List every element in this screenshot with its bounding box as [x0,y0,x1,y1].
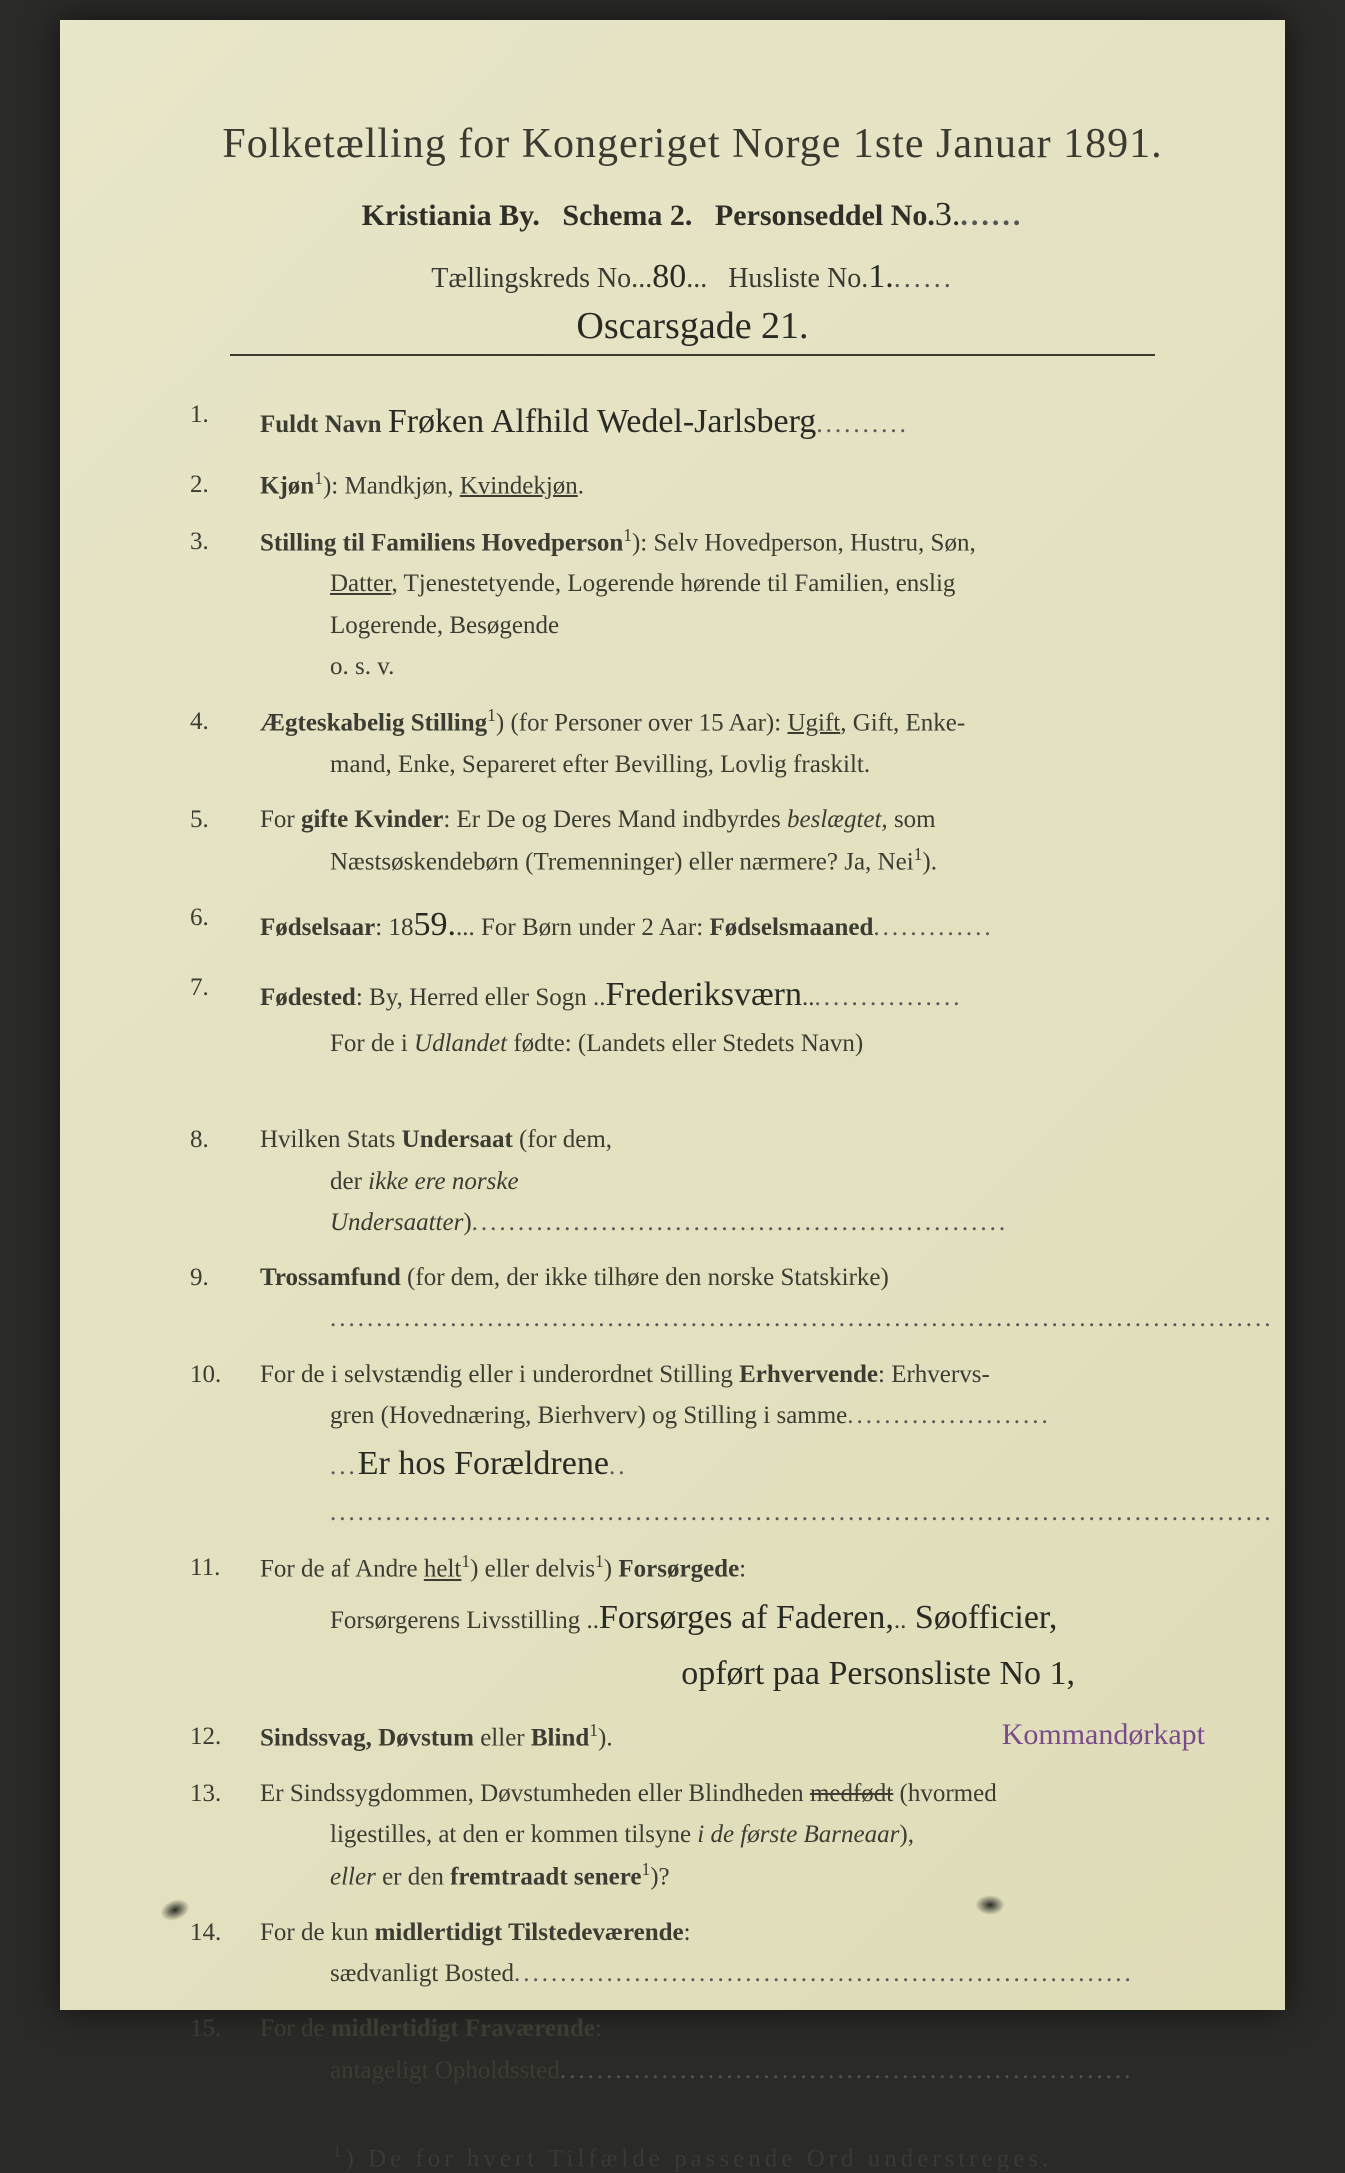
label: Forsørgede [618,1556,739,1583]
item-9-religion: Trossamfund (for dem, der ikke tilhøre d… [190,1257,1195,1340]
address-line: Oscarsgade 21. [230,304,1155,356]
item-11-supported: For de af Andre helt1) eller delvis1) Fo… [190,1547,1195,1702]
city-label: Kristiania By. [362,199,540,232]
label: Fødselsaar [260,914,375,941]
personseddel-no: 3. [935,196,961,233]
label: Fuldt Navn [260,411,382,438]
occupation-value: Er hos Forældrene [358,1445,609,1482]
schema-label: Schema 2. [562,199,692,232]
item-3-relation: Stilling til Familiens Hovedperson1): Se… [190,521,1195,687]
subtitle-line: Kristiania By. Schema 2. Personseddel No… [190,196,1195,234]
item-4-marital: Ægteskabelig Stilling1) (for Personer ov… [190,701,1195,785]
selected-marital: Ugift [787,709,840,736]
item-10-occupation: For de i selvstændig eller i underordnet… [190,1354,1195,1534]
footnote-text: ) De for hvert Tilfælde passende Ord und… [345,2145,1052,2172]
selected-sex: Kvindekjøn [460,472,578,499]
label: Trossamfund [260,1264,401,1291]
item-1-name: Fuldt Navn Frøken Alfhild Wedel-Jarlsber… [190,394,1195,450]
birth-year: 59. [413,906,456,943]
label: Sindssvag, Døvstum [260,1725,474,1752]
label: Ægteskabelig Stilling [260,709,487,736]
item-13-disability-onset: Er Sindssygdommen, Døvstumheden eller Bl… [190,1773,1195,1898]
personseddel-label: Personseddel No. [715,199,935,232]
taellingskreds-no: 80 [652,258,686,295]
purple-annotation: Kommandørkapt [1002,1710,1205,1760]
kreds-line: Tællingskreds No...80... Husliste No.1..… [190,258,1195,296]
struck-word: medfødt [810,1780,893,1807]
item-8-citizenship: Hvilken Stats Undersaat (for dem, der ik… [190,1119,1195,1243]
item-2-sex: Kjøn1): Mandkjøn, Kvindekjøn. [190,464,1195,507]
item-14-temp-present: For de kun midlertidigt Tilstedeværende:… [190,1912,1195,1995]
taellingskreds-label: Tællingskreds No. [431,263,638,294]
form-items: Fuldt Navn Frøken Alfhild Wedel-Jarlsber… [190,394,1195,2091]
page-title: Folketælling for Kongeriget Norge 1ste J… [190,120,1195,168]
label: midlertidigt Tilstedeværende [375,1919,684,1946]
item-15-temp-absent: For de midlertidigt Fraværende: antageli… [190,2008,1195,2091]
husliste-label: Husliste No. [728,263,868,294]
value-name: Frøken Alfhild Wedel-Jarlsberg [388,403,817,440]
ink-blot-icon [157,1895,192,1924]
item-12-disability: Sindssvag, Døvstum eller Blind1). Komman… [190,1716,1195,1759]
husliste-no: 1. [868,258,894,295]
item-6-birthyear: Fødselsaar: 1859.... For Børn under 2 Aa… [190,897,1195,953]
label: gifte Kvinder [301,806,443,833]
birthplace: Frederiksværn [606,976,802,1013]
supporter-value: Forsørges af Faderen, [599,1599,894,1636]
label: Fødested [260,984,356,1011]
census-form-page: Folketælling for Kongeriget Norge 1ste J… [60,20,1285,2010]
item-7-birthplace: Fødested: By, Herred eller Sogn ..Freder… [190,967,1195,1106]
label: midlertidigt Fraværende [331,2015,595,2042]
label: Erhvervende [739,1361,878,1388]
footnote: 1) De for hvert Tilfælde passende Ord un… [190,2141,1195,2173]
selected-relation: Datter [330,570,391,597]
label: Stilling til Familiens Hovedperson [260,529,623,556]
label: Kjøn [260,472,314,499]
ink-blot-icon [975,1895,1005,1915]
label: Undersaat [402,1126,513,1153]
item-5-married-women: For gifte Kvinder: Er De og Deres Mand i… [190,799,1195,883]
